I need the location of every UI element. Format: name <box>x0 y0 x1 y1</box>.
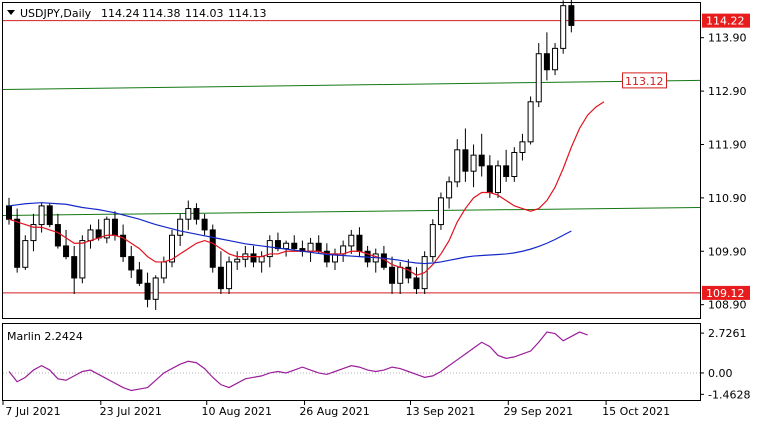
bearish-candle <box>389 266 396 284</box>
bullish-candle <box>266 240 273 258</box>
level-lines-layer: 114.22 109.12 113.12 <box>2 13 750 300</box>
bullish-candle <box>527 101 534 143</box>
bearish-candle <box>217 266 224 290</box>
price-tick-label: 113.90 <box>708 32 747 45</box>
date-tick-label: 13 Sep 2021 <box>406 405 476 418</box>
bearish-candle <box>209 229 216 268</box>
trend-line <box>2 79 701 90</box>
bearish-candle <box>250 253 257 263</box>
indicator-tick-label: 2.7261 <box>708 327 747 340</box>
bearish-candle <box>413 277 420 290</box>
bullish-candle <box>258 256 265 263</box>
bullish-candle <box>519 141 526 153</box>
bearish-candle <box>323 250 330 263</box>
bearish-candle <box>14 218 21 268</box>
chart-symbol: USDJPY,Daily <box>20 7 92 20</box>
bullish-candle <box>283 242 290 250</box>
chart-close: 114.13 <box>228 7 267 20</box>
bearish-candle <box>128 256 135 271</box>
trend-line-label: 113.12 <box>625 75 664 88</box>
bullish-candle <box>470 154 477 172</box>
indicator-title: Marlin 2.2424 <box>7 330 83 343</box>
bullish-candle <box>234 258 241 263</box>
bearish-candle <box>111 218 118 236</box>
bearish-candle <box>6 205 12 220</box>
bearish-candle <box>120 234 127 258</box>
date-tick-label: 15 Oct 2021 <box>602 405 670 418</box>
dropdown-triangle-icon[interactable] <box>7 10 15 15</box>
bullish-candle <box>152 277 159 300</box>
marlin-oscillator-line <box>8 331 588 392</box>
date-tick-label: 23 Jul 2021 <box>100 405 162 418</box>
bullish-candle <box>22 240 29 268</box>
bearish-candle <box>193 208 200 220</box>
bearish-candle <box>63 245 70 258</box>
bullish-candle <box>307 242 314 252</box>
bullish-candle <box>552 47 559 71</box>
bullish-candle <box>169 234 175 263</box>
bearish-candle <box>201 218 208 231</box>
bullish-candle <box>38 205 45 226</box>
main-chart-frame <box>2 2 701 319</box>
bearish-candle <box>144 282 151 300</box>
chart-open: 114.24 <box>101 7 140 20</box>
bullish-candle <box>226 261 233 290</box>
bearish-candle <box>568 5 575 26</box>
trend-line-label-box <box>622 72 667 89</box>
date-tick-label: 29 Sep 2021 <box>503 405 573 418</box>
date-tick-label: 7 Jul 2021 <box>5 405 60 418</box>
price-tick-label: 111.90 <box>708 138 747 151</box>
bullish-candle <box>185 208 192 220</box>
bearish-candle <box>478 154 485 167</box>
bullish-candle <box>454 149 461 183</box>
bullish-candle <box>103 218 110 239</box>
level-price-tag-text: 109.12 <box>706 287 745 300</box>
chart-low: 114.03 <box>185 7 224 20</box>
axis-layer: 113.90 112.90 111.90 110.90 109.90 108.90 2.72… <box>2 32 750 418</box>
bearish-candle <box>71 256 78 279</box>
indicator-frame <box>2 323 701 401</box>
bullish-candle <box>397 266 404 284</box>
indicator-tick-label: 0.00 <box>708 367 733 380</box>
date-tick-label: 10 Aug 2021 <box>202 405 272 418</box>
bearish-candle <box>543 53 550 71</box>
bearish-candle <box>291 242 298 250</box>
price-tick-label: 112.90 <box>708 85 747 98</box>
level-price-tag <box>702 13 750 28</box>
bullish-candle <box>437 197 444 226</box>
bearish-candle <box>486 165 493 194</box>
level-price-tag <box>702 285 750 300</box>
bearish-candle <box>462 149 469 172</box>
bearish-candle <box>503 165 510 178</box>
oscillator-layer <box>8 331 588 392</box>
price-tick-label: 110.90 <box>708 192 747 205</box>
bearish-candle <box>405 266 412 279</box>
date-tick-label: 26 Aug 2021 <box>299 405 369 418</box>
indicator-tick-label: -1.4628 <box>708 388 750 401</box>
bullish-candle <box>511 151 518 178</box>
bullish-candle <box>535 53 542 103</box>
bullish-candle <box>79 240 86 279</box>
bearish-candle <box>54 224 61 247</box>
bearish-candle <box>356 234 363 252</box>
bearish-candle <box>315 242 322 252</box>
bullish-candle <box>30 224 37 242</box>
bullish-candle <box>560 5 567 49</box>
bearish-candle <box>46 205 53 226</box>
bullish-candle <box>160 261 167 279</box>
price-tick-label: 109.90 <box>708 245 747 258</box>
moving-averages-layer <box>8 101 605 276</box>
bullish-candle <box>87 229 94 242</box>
price-tick-label: 108.90 <box>708 299 747 312</box>
bearish-candle <box>136 269 143 284</box>
chart-high: 114.38 <box>142 7 181 20</box>
slow-moving-average-line <box>8 202 572 265</box>
bullish-candle <box>348 234 355 247</box>
level-price-tag-text: 114.22 <box>706 15 745 28</box>
bullish-candle <box>495 165 501 194</box>
bullish-candle <box>177 218 184 236</box>
bullish-candle <box>446 181 453 199</box>
bullish-candle <box>429 224 436 258</box>
